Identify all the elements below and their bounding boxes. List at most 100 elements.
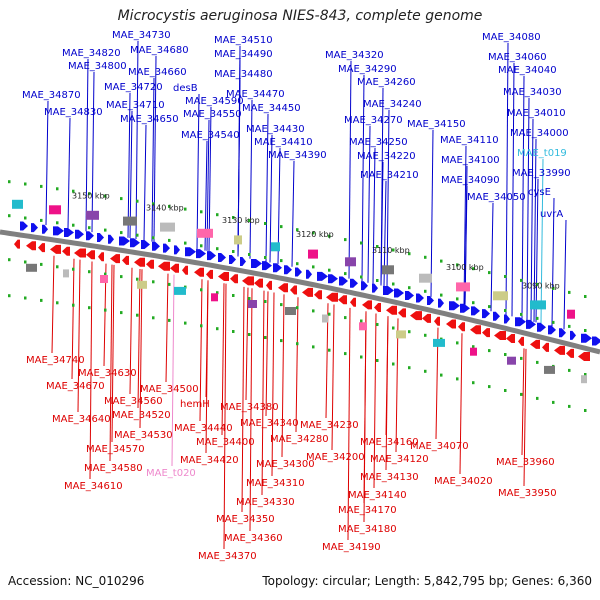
reverse-gene-label[interactable]: MAE_34400	[196, 437, 255, 448]
reverse-gene-label[interactable]: MAE_34560	[104, 396, 163, 407]
reverse-gene-label[interactable]: MAE_34670	[46, 381, 105, 392]
reverse-gene-label[interactable]: MAE_34370	[198, 551, 257, 562]
reverse-gene-label[interactable]: MAE_34610	[64, 481, 123, 492]
forward-gene-label[interactable]: MAE_34060	[488, 52, 547, 63]
reverse-gene-label[interactable]: MAE_34640	[52, 414, 111, 425]
forward-gene-label[interactable]: MAE_34080	[482, 32, 541, 43]
reverse-gene-label[interactable]: MAE_33960	[496, 457, 555, 468]
feature-box	[470, 347, 477, 356]
forward-gene-label[interactable]: MAE_34320	[325, 50, 384, 61]
forward-gene-label[interactable]: MAE_34050	[467, 192, 526, 203]
forward-gene-label[interactable]: MAE_34590	[185, 96, 244, 107]
reverse-gene-label[interactable]: MAE_34020	[434, 476, 493, 487]
reverse-gene-label[interactable]: MAE_34330	[236, 497, 295, 508]
forward-gene-label[interactable]: MAE_34720	[104, 82, 163, 93]
forward-gene-label[interactable]: MAE_34480	[214, 69, 273, 80]
forward-gene-label[interactable]: MAE_34210	[360, 170, 419, 181]
forward-gene-label[interactable]: MAE_34240	[363, 99, 422, 110]
forward-gene-label[interactable]: MAE_34270	[344, 115, 403, 126]
reverse-gene-label[interactable]: MAE_34340	[240, 418, 299, 429]
forward-gene-label[interactable]: MAE_34040	[498, 65, 557, 76]
reverse-gene-arrow	[254, 278, 263, 288]
reverse-gene-label[interactable]: MAE_34230	[300, 420, 359, 431]
forward-gene-label[interactable]: MAE_34490	[214, 49, 273, 60]
reverse-gene-arrow	[506, 334, 515, 343]
forward-gene-label[interactable]: MAE_34510	[214, 35, 273, 46]
forward-gene-label[interactable]: MAE_34250	[349, 137, 408, 148]
reverse-gene-label[interactable]: MAE_34380	[220, 402, 279, 413]
reverse-gene-label[interactable]: MAE_34360	[224, 533, 283, 544]
forward-gene-label[interactable]: MAE_34660	[128, 67, 187, 78]
reverse-gene-label[interactable]: MAE_34580	[84, 463, 143, 474]
forward-label-line	[535, 178, 539, 323]
forward-gene-label[interactable]: MAE_34650	[120, 114, 179, 125]
reverse-gene-label[interactable]: MAE_34070	[410, 441, 469, 452]
reverse-gene-label[interactable]: MAE_34140	[348, 490, 407, 501]
reverse-gene-arrow	[38, 243, 45, 253]
forward-gene-label[interactable]: MAE_34410	[254, 137, 313, 148]
forward-gene-label[interactable]: MAE_34470	[226, 89, 285, 100]
forward-gene-label[interactable]: MAE_34870	[22, 90, 81, 101]
reverse-gene-label[interactable]: MAE_34280	[270, 434, 329, 445]
reverse-gene-label[interactable]: MAE_34420	[180, 455, 239, 466]
forward-gene-label[interactable]: MAE_33990	[512, 168, 571, 179]
forward-gene-label[interactable]: cysE	[528, 187, 551, 198]
forward-gene-label[interactable]: MAE_34220	[357, 151, 416, 162]
forward-gene-label[interactable]: MAE_34390	[268, 150, 327, 161]
forward-gene-label[interactable]: uvrA	[540, 209, 563, 220]
feature-box	[456, 282, 470, 292]
forward-gene-label[interactable]: MAE_34110	[440, 135, 499, 146]
kbp-ticks: 3150 kbp 3140 kbp 3130 kbp 3120 kbp 3110 kbp…	[72, 192, 560, 291]
reverse-gene-label[interactable]: MAE_34310	[246, 478, 305, 489]
reverse-gene-label[interactable]: MAE_34630	[78, 368, 137, 379]
forward-gene-label[interactable]: MAE_34260	[357, 77, 416, 88]
reverse-gene-label[interactable]: MAE_34520	[112, 410, 171, 421]
scale-dot	[56, 265, 59, 269]
reverse-gene-label[interactable]: MAE_34530	[114, 430, 173, 441]
scale-dot	[232, 330, 235, 333]
forward-gene-label[interactable]: MAE_34820	[62, 48, 121, 59]
reverse-gene-label[interactable]: MAE_33950	[498, 488, 557, 499]
scale-dot	[136, 277, 139, 281]
forward-gene-label[interactable]: MAE_34010	[507, 108, 566, 119]
reverse-gene-label[interactable]: hemH	[180, 399, 210, 410]
reverse-gene-label[interactable]: MAE_34190	[322, 542, 381, 553]
forward-gene-label[interactable]: desB	[173, 83, 198, 94]
scale-dot	[264, 256, 267, 259]
reverse-gene-label[interactable]: MAE_34200	[306, 452, 365, 463]
forward-gene-label[interactable]: MAE_34150	[407, 119, 466, 130]
reverse-gene-label[interactable]: MAE_34440	[174, 423, 233, 434]
forward-gene-label[interactable]: MAE_34680	[130, 45, 189, 56]
reverse-gene-label[interactable]: MAE_34160	[360, 437, 419, 448]
forward-gene-label[interactable]: MAE_34030	[503, 87, 562, 98]
reverse-gene-label[interactable]: MAE_34180	[338, 524, 397, 535]
reverse-gene-label[interactable]: MAE_34500	[140, 384, 199, 395]
reverse-gene-arrow	[62, 246, 70, 256]
forward-gene-label[interactable]: MAE_34550	[183, 109, 242, 120]
forward-gene-label[interactable]: MAE_34000	[510, 128, 569, 139]
reverse-gene-label[interactable]: MAE_34130	[360, 472, 419, 483]
forward-gene-label[interactable]: MAE_34830	[44, 107, 103, 118]
scale-dot	[40, 218, 43, 222]
forward-gene-label[interactable]: MAE_34450	[242, 103, 301, 114]
forward-gene-label[interactable]: MAE_34800	[68, 61, 127, 72]
forward-gene-label[interactable]: MAE_t019	[517, 148, 567, 159]
forward-gene-label[interactable]: MAE_34090	[441, 175, 500, 186]
forward-gene-label[interactable]: MAE_34730	[112, 30, 171, 41]
forward-gene-label[interactable]: MAE_34710	[106, 100, 165, 111]
scale-dot	[392, 362, 395, 366]
scale-dot	[472, 381, 475, 385]
scale-dot	[232, 250, 235, 253]
reverse-gene-label[interactable]: MAE_34350	[216, 514, 275, 525]
reverse-gene-label[interactable]: MAE_34740	[26, 355, 85, 366]
forward-gene-label[interactable]: MAE_34430	[246, 124, 305, 135]
forward-gene-label[interactable]: MAE_34100	[441, 155, 500, 166]
reverse-gene-label[interactable]: MAE_t020	[146, 468, 196, 479]
reverse-gene-label[interactable]: MAE_34120	[370, 454, 429, 465]
reverse-gene-label[interactable]: MAE_34170	[338, 505, 397, 516]
forward-gene-label[interactable]: MAE_34540	[181, 130, 240, 141]
scale-dot	[584, 295, 587, 298]
reverse-gene-label[interactable]: MAE_34570	[86, 444, 145, 455]
reverse-gene-label[interactable]: MAE_34300	[256, 459, 315, 470]
forward-gene-label[interactable]: MAE_34290	[338, 64, 397, 75]
